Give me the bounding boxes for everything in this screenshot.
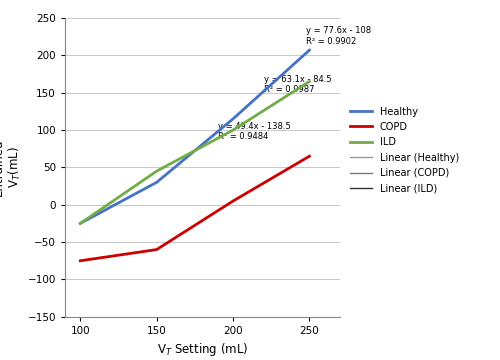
Y-axis label: Entrained
V$_T$(mL): Entrained V$_T$(mL) — [0, 139, 24, 196]
Text: y = 63.1x - 84.5
R² = 0.9987: y = 63.1x - 84.5 R² = 0.9987 — [264, 75, 331, 94]
Legend: Healthy, COPD, ILD, Linear (Healthy), Linear (COPD), Linear (ILD): Healthy, COPD, ILD, Linear (Healthy), Li… — [350, 107, 459, 193]
Text: y = 77.6x - 108
R² = 0.9902: y = 77.6x - 108 R² = 0.9902 — [306, 26, 372, 46]
X-axis label: V$_T$ Setting (mL): V$_T$ Setting (mL) — [157, 341, 248, 359]
Text: y = 49.4x - 138.5
R² = 0.9484: y = 49.4x - 138.5 R² = 0.9484 — [218, 122, 290, 141]
